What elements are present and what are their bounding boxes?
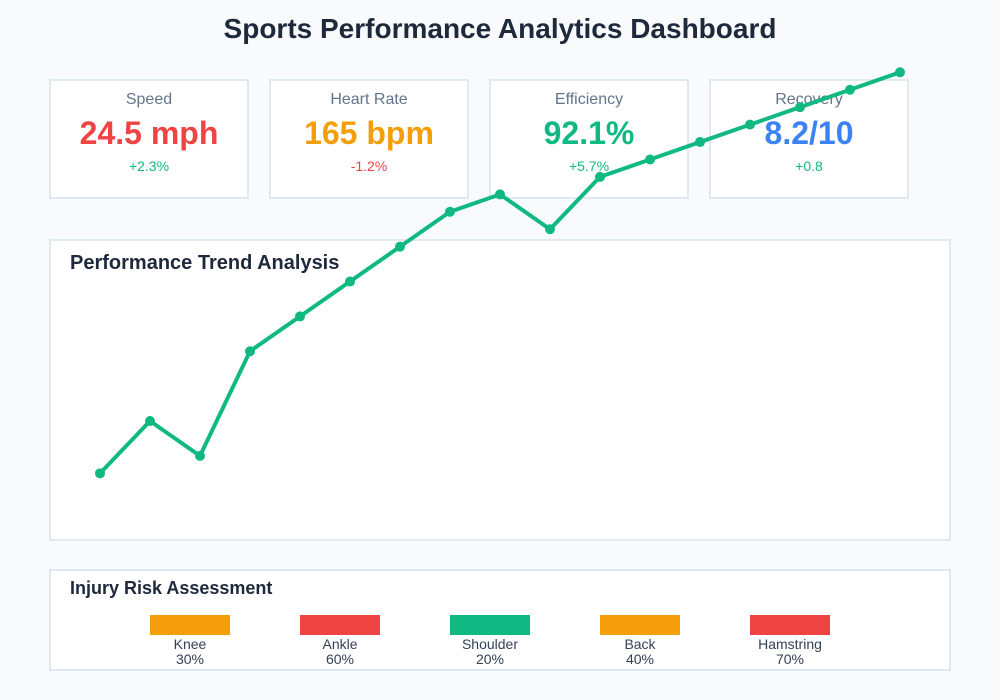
risk-bar <box>450 615 530 635</box>
data-point <box>395 241 405 252</box>
risk-name: Back <box>624 636 656 652</box>
data-point <box>695 137 705 148</box>
metric-change: -1.2% <box>350 158 388 174</box>
data-point <box>145 416 155 427</box>
risk-item-knee: Knee 30% <box>140 615 240 667</box>
series-line <box>98 70 901 475</box>
data-point <box>295 311 305 322</box>
dashboard-title: Sports Performance Analytics Dashboard <box>223 13 777 44</box>
metric-card-efficiency: Efficiency 92.1% +5.7% <box>489 79 689 199</box>
metric-label: Heart Rate <box>330 91 408 108</box>
metric-change: +2.3% <box>128 158 170 174</box>
metric-card-recovery: Recovery 8.2/10 +0.8 <box>709 79 909 199</box>
data-point <box>545 224 555 235</box>
metric-card-speed: Speed 24.5 mph +2.3% <box>49 79 249 199</box>
risk-percent: 40% <box>625 651 655 667</box>
data-point <box>745 119 755 130</box>
metric-change: +0.8 <box>795 158 823 174</box>
data-point <box>895 67 905 78</box>
metric-value: 92.1% <box>543 115 635 151</box>
data-point <box>495 189 505 200</box>
risk-bar <box>600 615 680 635</box>
data-point <box>845 84 855 95</box>
metric-label: Efficiency <box>554 91 624 108</box>
risk-bar <box>150 615 230 635</box>
risk-percent: 30% <box>175 651 205 667</box>
performance-trend-panel <box>49 239 951 541</box>
risk-name: Shoulder <box>461 636 519 652</box>
metric-value: 165 bpm <box>304 115 434 151</box>
risk-percent: 70% <box>775 651 805 667</box>
metric-label: Recovery <box>775 91 843 108</box>
metric-value: 8.2/10 <box>764 115 854 151</box>
risk-item-hamstring: Hamstring 70% <box>740 615 840 667</box>
metric-card-heart-rate: Heart Rate 165 bpm -1.2% <box>269 79 469 199</box>
risk-bar <box>750 615 830 635</box>
data-point <box>245 346 255 357</box>
data-point <box>445 206 455 217</box>
risk-name: Ankle <box>322 636 358 652</box>
injury-risk-title: Injury Risk Assessment <box>70 578 273 598</box>
data-point <box>95 468 105 479</box>
data-point <box>595 171 605 182</box>
risk-item-back: Back 40% <box>590 615 690 667</box>
data-point <box>195 450 205 461</box>
data-point <box>345 276 355 287</box>
data-point <box>645 154 655 165</box>
data-point <box>795 102 805 113</box>
metric-label: Speed <box>125 91 173 108</box>
risk-name: Knee <box>173 636 207 652</box>
metric-change: +5.7% <box>568 158 610 174</box>
performance-trend-title: Performance Trend Analysis <box>70 252 340 274</box>
risk-item-ankle: Ankle 60% <box>290 615 390 667</box>
risk-bar <box>300 615 380 635</box>
risk-name: Hamstring <box>758 636 822 652</box>
metric-value: 24.5 mph <box>79 115 219 151</box>
risk-percent: 60% <box>325 651 355 667</box>
risk-percent: 20% <box>475 651 505 667</box>
risk-item-shoulder: Shoulder 20% <box>440 615 540 667</box>
